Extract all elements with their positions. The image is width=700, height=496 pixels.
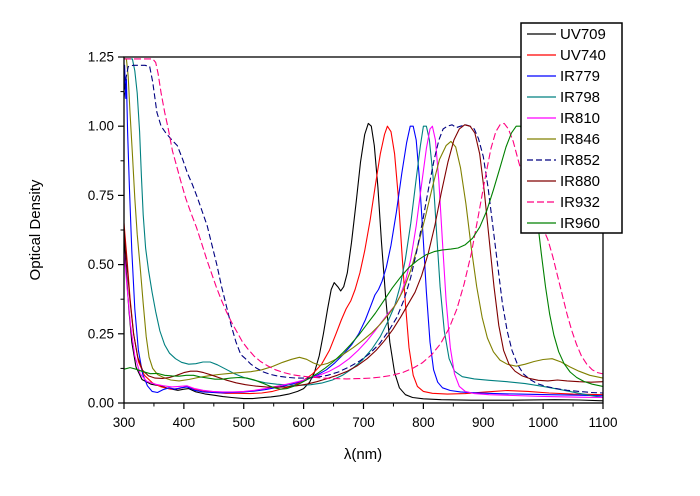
legend-item-IR880: IR880: [527, 173, 600, 190]
legend-item-IR779: IR779: [527, 68, 600, 85]
series-IR779-curve: [124, 64, 603, 397]
x-tick-label: 700: [352, 415, 375, 430]
series-IR852-curve: [124, 64, 603, 394]
y-tick-label: 1.25: [88, 50, 114, 65]
legend-item-UV740: UV740: [527, 47, 606, 64]
y-tick-label: 0.50: [88, 257, 114, 272]
legend-item-UV709: UV709: [527, 26, 606, 43]
x-tick-label: 1000: [528, 415, 558, 430]
y-tick-label: 0.75: [88, 188, 114, 203]
legend-label: IR960: [560, 215, 600, 232]
legend-label: IR880: [560, 173, 600, 190]
legend-item-IR846: IR846: [527, 131, 600, 148]
axis-tick-labels: 300 400 500 600 700 800 900 1000 1100 0.00 0.25 0.5…: [88, 50, 618, 431]
legend-item-IR932: IR932: [527, 194, 600, 211]
x-tick-label: 500: [232, 415, 255, 430]
legend-label: UV709: [560, 26, 606, 43]
series-UV709-curve: [124, 122, 603, 402]
x-tick-label: 600: [292, 415, 315, 430]
y-tick-label: 0.00: [88, 396, 114, 411]
x-tick-label: 800: [412, 415, 435, 430]
legend-item-IR960: IR960: [527, 215, 600, 232]
series-IR810-curve: [124, 125, 603, 399]
legend-item-IR798: IR798: [527, 89, 600, 106]
x-tick-label: 900: [472, 415, 495, 430]
axis-ticks: [118, 56, 604, 409]
series-IR846-curve: [124, 58, 603, 382]
y-axis-title: Optical Density: [27, 179, 44, 280]
legend-label: UV740: [560, 47, 606, 64]
legend-item-IR852: IR852: [527, 152, 600, 169]
legend-label: IR932: [560, 194, 600, 211]
series-IR798-curve: [124, 58, 603, 399]
x-tick-label: 400: [173, 415, 196, 430]
x-tick-label: 300: [113, 415, 136, 430]
x-tick-label: 1100: [588, 415, 617, 430]
legend-label: IR779: [560, 68, 600, 85]
y-tick-label: 1.00: [88, 119, 114, 134]
legend-box: UV709 UV740 IR779 IR798 IR810 IR846 IR852 IR880…: [520, 22, 623, 234]
legend-label: IR798: [560, 89, 600, 106]
legend-label: IR846: [560, 131, 600, 148]
legend-label: IR852: [560, 152, 600, 169]
legend-border: [520, 22, 623, 234]
x-axis-title: λ(nm): [344, 446, 382, 463]
y-tick-label: 0.25: [88, 326, 114, 341]
series-IR880-curve: [124, 124, 603, 388]
legend-label: IR810: [560, 110, 600, 127]
curves-group: [124, 58, 603, 402]
legend-item-IR810: IR810: [527, 110, 600, 127]
